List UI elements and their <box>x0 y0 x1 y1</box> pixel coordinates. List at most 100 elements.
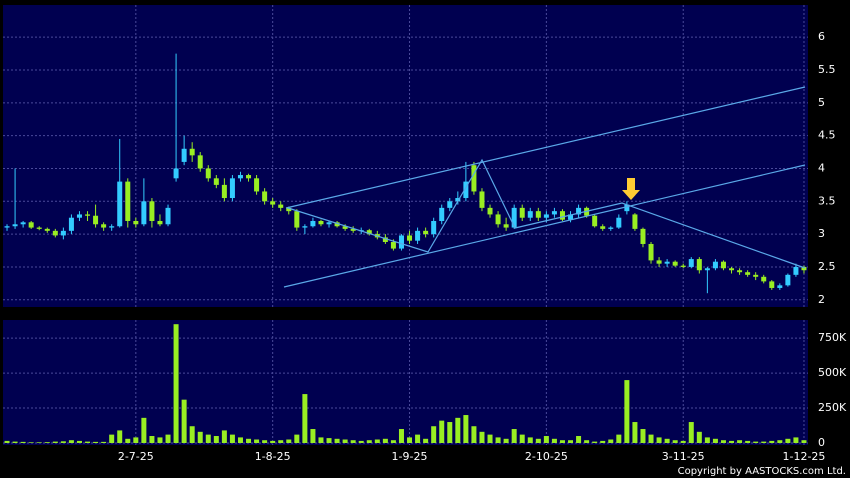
volume-bar <box>326 438 332 443</box>
candle-body <box>415 230 421 241</box>
volume-bar <box>374 439 380 443</box>
volume-bar <box>278 440 284 443</box>
volume-bar <box>543 436 549 443</box>
volume-bar <box>616 434 622 443</box>
candle-body <box>52 230 58 236</box>
volume-bar <box>246 438 252 443</box>
volume-bar <box>519 434 525 443</box>
candle-body <box>246 175 252 179</box>
candle-body <box>592 215 598 227</box>
x-tick-label: 2-10-25 <box>525 450 568 463</box>
candle-body <box>672 261 678 266</box>
volume-bar <box>608 439 614 443</box>
y-tick-label: 5.5 <box>818 63 836 76</box>
candle-body <box>511 207 517 228</box>
volume-bar <box>648 434 654 443</box>
y-tick-label: 250K <box>818 401 847 414</box>
candle-body <box>785 274 791 286</box>
y-tick-label: 6 <box>818 30 825 43</box>
candle-body <box>519 207 525 218</box>
volume-bar <box>729 440 735 443</box>
volume-bar <box>463 415 469 443</box>
candle-body <box>463 181 469 199</box>
volume-bar <box>44 442 50 443</box>
volume-bar <box>487 434 493 443</box>
candle-body <box>109 226 115 228</box>
volume-bar <box>149 436 155 443</box>
volume-bar <box>237 437 243 443</box>
candle-body <box>117 181 123 227</box>
volume-bar <box>535 438 541 443</box>
volume-bar <box>753 441 759 443</box>
volume-bar <box>197 431 203 443</box>
volume-bar <box>592 441 598 443</box>
volume-bar <box>495 437 501 443</box>
candle-body <box>777 285 783 288</box>
y-tick-label: 2.5 <box>818 260 836 273</box>
volume-bar <box>358 440 364 443</box>
candle-body <box>769 281 775 288</box>
copyright: Copyright by AASTOCKS.com Ltd. <box>678 466 846 477</box>
candle-body <box>439 207 445 221</box>
volume-bar <box>350 440 356 443</box>
y-tick-label: 4 <box>818 161 825 174</box>
volume-bar <box>310 429 316 443</box>
candle-body <box>334 222 340 227</box>
volume-bar <box>801 440 807 443</box>
volume-bar <box>584 440 590 443</box>
volume-bar <box>262 440 268 443</box>
volume-bar <box>334 438 340 443</box>
volume-bar <box>76 440 82 443</box>
candle-body <box>205 168 211 179</box>
candle-body <box>503 224 509 228</box>
candle-body <box>286 207 292 212</box>
volume-bar <box>712 438 718 443</box>
x-tick-label: 3-11-25 <box>662 450 705 463</box>
candle-body <box>624 204 630 212</box>
candle-body <box>600 226 606 229</box>
candle-body <box>382 237 388 243</box>
x-tick-label: 1-9-25 <box>392 450 428 463</box>
volume-bar <box>133 437 139 443</box>
candle-body <box>640 228 646 244</box>
volume-bar <box>173 324 179 443</box>
volume-bar <box>254 439 260 443</box>
volume-bar <box>527 437 533 443</box>
volume-bar <box>632 422 638 443</box>
candle-body <box>551 211 557 215</box>
volume-bar <box>503 438 509 443</box>
candle-body <box>455 198 461 202</box>
candle-body <box>423 230 429 235</box>
candle-body <box>93 215 99 225</box>
volume-bar <box>294 434 300 443</box>
volume-bar <box>189 426 195 443</box>
volume-bar <box>141 417 147 443</box>
volume-bar <box>270 440 276 443</box>
candle-body <box>173 168 179 179</box>
candle-body <box>753 274 759 277</box>
candle-body <box>28 222 34 228</box>
volume-bar <box>455 417 461 443</box>
candle-body <box>197 155 203 169</box>
candle-body <box>801 266 807 271</box>
candle-body <box>125 181 131 221</box>
volume-bar <box>431 426 437 443</box>
candle-body <box>302 226 308 228</box>
candle-body <box>12 224 18 227</box>
candle-body <box>616 217 622 228</box>
volume-bar <box>471 426 477 443</box>
volume-bar <box>640 429 646 443</box>
volume-bar <box>761 441 767 443</box>
y-tick-label: 3 <box>818 227 825 240</box>
candle-body <box>213 178 219 185</box>
volume-bar <box>447 422 453 443</box>
candle-body <box>527 211 533 218</box>
candle-body <box>85 214 91 216</box>
candle-body <box>221 184 227 199</box>
x-tick-label: 2-7-25 <box>118 450 154 463</box>
volume-bar <box>125 438 131 443</box>
candle-body <box>664 261 670 264</box>
candle-body <box>568 214 574 220</box>
volume-bar <box>680 440 686 443</box>
